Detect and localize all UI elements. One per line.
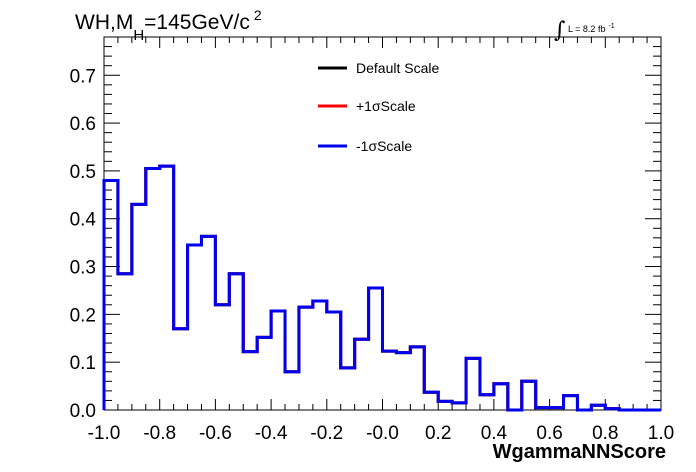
title-superscript: 2: [254, 7, 262, 23]
y-tick-label: 0.6: [70, 114, 96, 135]
x-tick-label: -0.6: [199, 423, 232, 444]
x-tick-label: 0.4: [481, 423, 508, 444]
x-axis: -1.0 -0.8 -0.6 -0.4 -0.2 -0.0 0.2 0.4 0.6 0.8 1.0: [88, 37, 674, 444]
lumi-text: L = 8.2 fb: [568, 24, 605, 34]
title-rest: =145GeV/c: [144, 11, 250, 34]
x-axis-label: WgammaNNScore: [493, 441, 666, 463]
x-tick-label: 0.6: [536, 423, 562, 444]
x-tick-label: -0.4: [255, 423, 288, 444]
x-tick-label: -0.2: [310, 423, 343, 444]
lumi-label: L = 8.2 fb -1: [568, 23, 615, 34]
x-tick-label: 1.0: [648, 423, 674, 444]
y-tick-label: 0.4: [70, 210, 97, 231]
y-tick-label: 0.2: [70, 305, 96, 326]
lumi-integral: ∫: [554, 18, 566, 43]
legend: Default Scale +1σScale -1σScale: [318, 60, 439, 154]
title-main: WH,M: [75, 11, 133, 34]
chart-title: WH,MH=145GeV/c 2: [75, 7, 262, 44]
y-tick-label: 0.7: [70, 66, 96, 87]
legend-label-default: Default Scale: [356, 60, 439, 76]
y-tick-label: 0.3: [70, 258, 96, 279]
y-tick-label: 0.1: [70, 353, 96, 374]
x-tick-label: 0.8: [592, 423, 618, 444]
legend-label-plus1sigma: +1σScale: [356, 98, 416, 114]
y-tick-label: 0.5: [70, 162, 96, 183]
series-layer: [102, 164, 661, 412]
x-tick-label: -1.0: [88, 423, 121, 444]
x-tick-label: 0.2: [425, 423, 451, 444]
legend-label-minus1sigma: -1σScale: [356, 138, 412, 154]
series-minus1sigma-scale: [102, 164, 661, 412]
y-axis: 0.0 0.1 0.2 0.3 0.4 0.5 0.6 0.7: [70, 36, 661, 422]
x-tick-label: -0.8: [143, 423, 176, 444]
lumi-superscript: -1: [608, 23, 614, 30]
y-tick-label: 0.0: [70, 401, 96, 422]
x-tick-label: -0.0: [366, 423, 399, 444]
plot-frame: [103, 36, 662, 411]
title-subscript: H: [133, 27, 144, 44]
